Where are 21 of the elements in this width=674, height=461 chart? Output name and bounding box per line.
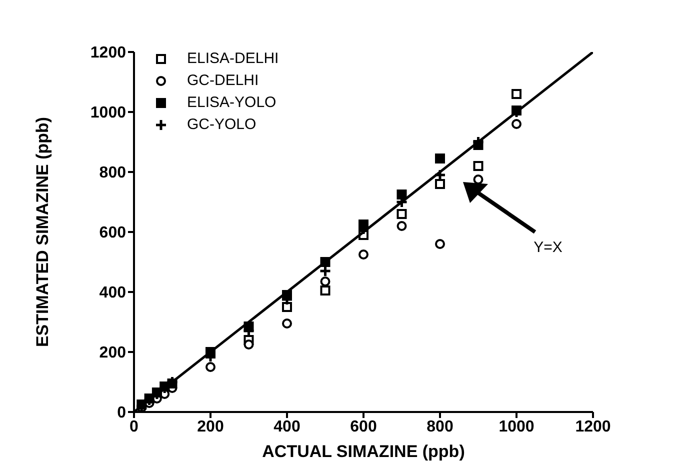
y-tick-label: 400 — [99, 284, 126, 302]
x-tick-label: 400 — [274, 418, 300, 436]
y-tick-label: 200 — [99, 344, 126, 362]
legend-label: GC-DELHI — [187, 71, 259, 91]
x-axis-title: ACTUAL SIMAZINE (ppb) — [262, 442, 465, 461]
x-tick-label: 1200 — [575, 418, 611, 436]
x-tick-label: 800 — [426, 418, 454, 436]
x-tick-label: 600 — [350, 418, 377, 436]
legend-label: ELISA-YOLO — [187, 93, 276, 113]
x-tick-label: 200 — [197, 418, 224, 436]
y-tick-label: 1200 — [90, 44, 126, 62]
y-tick-label: 800 — [99, 164, 126, 182]
y-axis-title: ESTIMATED SIMAZINE (ppb) — [33, 116, 52, 348]
legend-label: ELISA-DELHI — [187, 49, 279, 69]
y-tick-label: 1000 — [90, 104, 126, 122]
y-tick-label: 0 — [117, 404, 126, 422]
annotation: Y=X — [534, 239, 562, 256]
x-tick-label: 1000 — [498, 418, 534, 436]
x-tick-label: 0 — [130, 418, 139, 436]
y-tick-label: 600 — [99, 224, 126, 242]
legend-label: GC-YOLO — [187, 115, 256, 135]
